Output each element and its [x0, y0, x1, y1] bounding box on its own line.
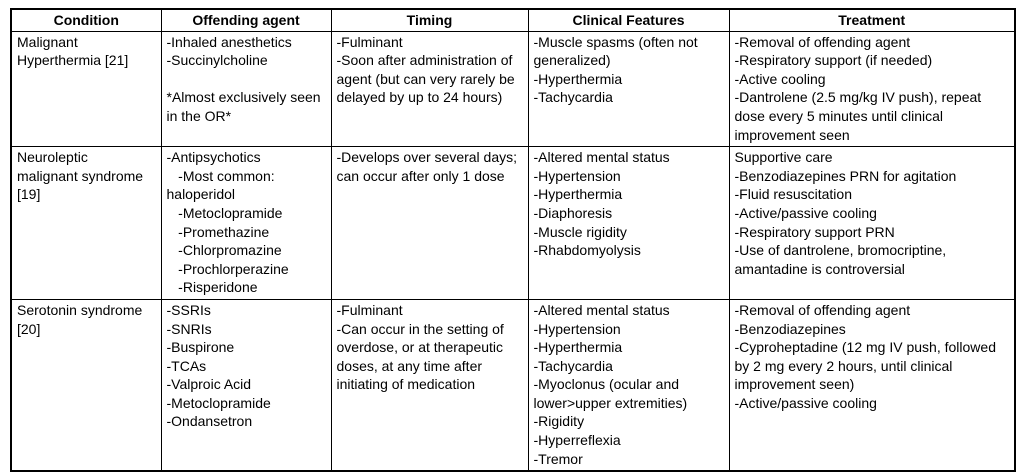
- cell-offending-agent: -Antipsychotics -Most common: haloperido…: [160, 146, 332, 300]
- column-header-clinical-features: Clinical Features: [527, 8, 730, 32]
- column-header-offending-agent: Offending agent: [160, 8, 332, 32]
- table-row-malignant-hyperthermia: Malignant Hyperthermia [21] -Inhaled ane…: [10, 30, 1016, 148]
- column-header-timing: Timing: [330, 8, 529, 32]
- cell-treatment: Supportive care -Benzodiazepines PRN for…: [728, 146, 1016, 300]
- toxidrome-comparison-table: Condition Offending agent Timing Clinica…: [10, 8, 1016, 472]
- cell-offending-agent: -Inhaled anesthetics -Succinylcholine *A…: [160, 30, 332, 148]
- cell-timing: -Fulminant -Can occur in the setting of …: [330, 298, 529, 472]
- cell-treatment: -Removal of offending agent -Respiratory…: [728, 30, 1016, 148]
- cell-offending-agent: -SSRIs -SNRIs -Buspirone -TCAs -Valproic…: [160, 298, 332, 472]
- cell-condition: Neuroleptic malignant syndrome [19]: [10, 146, 162, 300]
- table-row-neuroleptic-malignant-syndrome: Neuroleptic malignant syndrome [19] -Ant…: [10, 146, 1016, 300]
- table-row-serotonin-syndrome: Serotonin syndrome [20] -SSRIs -SNRIs -B…: [10, 298, 1016, 472]
- cell-clinical-features: -Altered mental status -Hypertension -Hy…: [527, 298, 730, 472]
- cell-clinical-features: -Muscle spasms (often not generalized) -…: [527, 30, 730, 148]
- cell-treatment: -Removal of offending agent -Benzodiazep…: [728, 298, 1016, 472]
- cell-timing: -Fulminant -Soon after administration of…: [330, 30, 529, 148]
- cell-timing: -Develops over several days; can occur a…: [330, 146, 529, 300]
- cell-clinical-features: -Altered mental status -Hypertension -Hy…: [527, 146, 730, 300]
- header-row: Condition Offending agent Timing Clinica…: [10, 8, 1016, 32]
- column-header-treatment: Treatment: [728, 8, 1016, 32]
- column-header-condition: Condition: [10, 8, 162, 32]
- cell-condition: Malignant Hyperthermia [21]: [10, 30, 162, 148]
- cell-condition: Serotonin syndrome [20]: [10, 298, 162, 472]
